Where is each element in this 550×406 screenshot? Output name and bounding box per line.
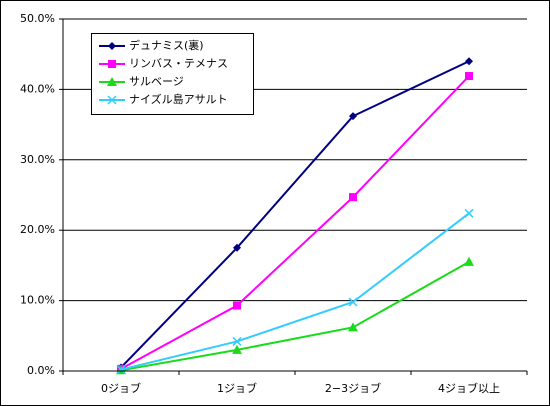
marker <box>107 77 117 86</box>
x-tick-label: 1ジョブ <box>217 381 257 395</box>
marker <box>464 208 474 218</box>
marker <box>233 243 241 252</box>
series-line <box>120 75 470 370</box>
marker <box>108 60 116 68</box>
y-tick-label: 20.0% <box>20 223 55 236</box>
marker <box>349 112 357 121</box>
marker <box>348 297 358 307</box>
marker <box>116 365 126 375</box>
legend-label: サルベージ <box>129 75 184 88</box>
x-tick-label: 2−3ジョブ <box>325 381 381 395</box>
series-line <box>120 60 470 369</box>
legend-label: リンバス・テメナス <box>129 57 228 70</box>
y-tick-label: 0.0% <box>27 364 55 377</box>
marker <box>232 336 242 346</box>
marker <box>349 193 357 202</box>
marker <box>465 72 473 81</box>
series-line <box>120 212 470 371</box>
y-tick-label: 50.0% <box>20 12 55 25</box>
y-tick-label: 30.0% <box>20 153 55 166</box>
marker <box>348 322 358 332</box>
legend-label: ナイズル島アサルト <box>129 92 228 106</box>
x-tick-label: 0ジョブ <box>101 381 141 395</box>
marker <box>107 95 117 105</box>
marker <box>464 256 474 266</box>
marker <box>232 344 242 354</box>
marker <box>233 301 241 310</box>
y-tick-label: 10.0% <box>20 294 55 307</box>
x-tick-label: 4ジョブ以上 <box>438 381 500 395</box>
series-line <box>120 261 470 372</box>
marker <box>465 57 473 66</box>
marker <box>108 42 116 50</box>
y-tick-label: 40.0% <box>20 82 55 95</box>
legend-label: デュナミス(裏) <box>129 38 204 52</box>
